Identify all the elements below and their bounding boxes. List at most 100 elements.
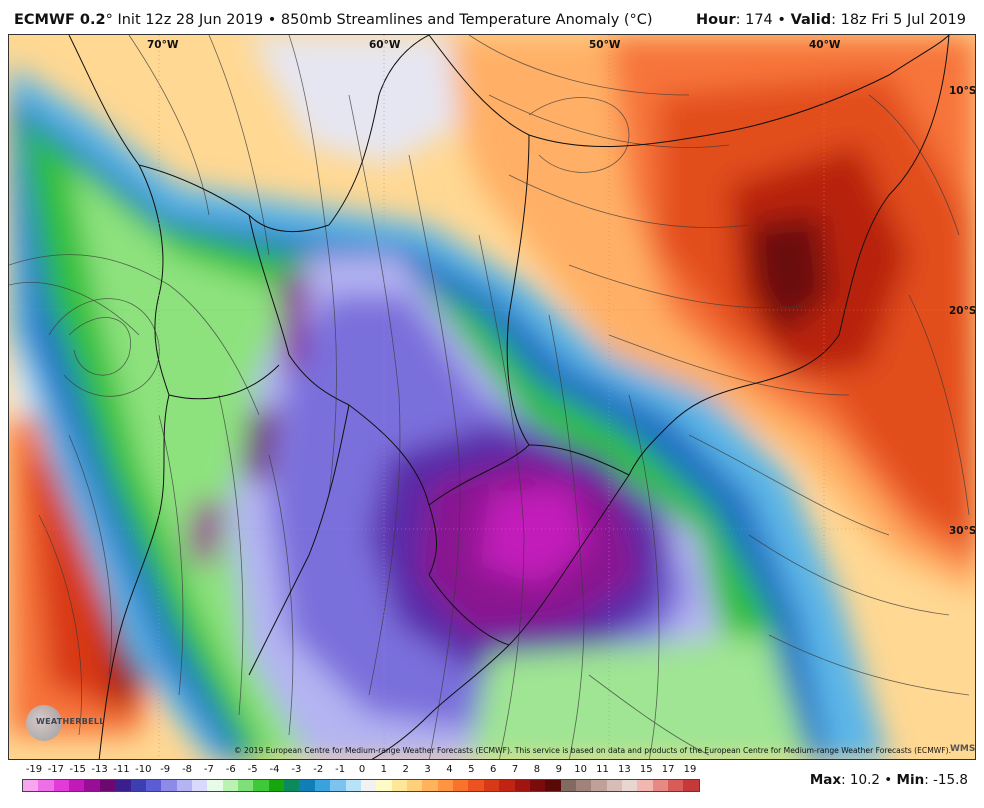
weatherbell-logo: WEATHERBELL xyxy=(22,705,105,743)
valid-value: : 18z Fri 5 Jul 2019 xyxy=(831,12,966,28)
min-value: : -15.8 xyxy=(924,772,968,788)
copyright-notice: © 2019 European Centre for Medium-range … xyxy=(234,746,951,755)
colorbar-swatch xyxy=(130,780,146,791)
colorbar-tick-label: -10 xyxy=(135,764,152,775)
max-min-readout: Max: 10.2 • Min: -15.8 xyxy=(810,772,968,788)
colorbar-swatch xyxy=(23,780,39,791)
degree-suffix: ° xyxy=(105,12,113,28)
colorbar-tick-label: 0 xyxy=(358,764,366,775)
valid-label: Valid xyxy=(790,12,832,28)
temperature-anomaly-map[interactable]: 70°W 60°W 50°W 40°W 10°S 20°S 30°S xyxy=(8,34,976,760)
colorbar-swatch xyxy=(668,780,684,791)
init-text: Init 12z 28 Jun 2019 • 850mb Streamlines… xyxy=(112,12,653,28)
wms-mark: WMS xyxy=(950,744,976,754)
colorbar-swatch xyxy=(376,780,392,791)
colorbar-swatch xyxy=(545,780,561,791)
colorbar-tick-label: 11 xyxy=(596,764,609,775)
colorbar-swatch xyxy=(453,780,469,791)
max-label: Max xyxy=(809,772,842,788)
country-borders xyxy=(68,35,950,759)
colorbar-swatch xyxy=(391,780,407,791)
colorbar-tick-label: 17 xyxy=(661,764,675,775)
graticule xyxy=(9,35,975,759)
temperature-colorbar xyxy=(22,779,700,792)
colorbar-tick-label: 1 xyxy=(380,764,388,775)
colorbar-swatch xyxy=(560,780,576,791)
colorbar-swatch xyxy=(38,780,54,791)
colorbar-tick-label: -17 xyxy=(47,764,65,775)
streamlines xyxy=(9,35,970,759)
lon-label-40w: 40°W xyxy=(809,39,841,51)
colorbar-tick-label: 10 xyxy=(574,764,588,775)
colorbar-tick-label: -13 xyxy=(91,764,108,775)
lat-label-30s: 30°S xyxy=(949,525,976,537)
colorbar-tick-label: -7 xyxy=(203,764,214,775)
colorbar-tick-label: 8 xyxy=(533,764,541,775)
colorbar-swatch xyxy=(437,780,454,791)
max-value: : 10.2 • xyxy=(841,772,897,788)
colorbar-labels: -19 -17 -15 -13 -11 -10 -9 -8 -7 -6 -5 -4 -3 -2 -1 0 1 2 3… xyxy=(22,764,700,778)
colorbar-tick-label: -8 xyxy=(182,764,193,775)
map-canvas xyxy=(9,35,975,759)
colorbar-tick-label: 15 xyxy=(639,764,653,775)
colorbar-tick-label: 13 xyxy=(618,764,631,775)
colorbar-swatch xyxy=(499,780,515,791)
logo-globe-icon xyxy=(26,705,62,741)
colorbar-swatch xyxy=(406,780,423,791)
colorbar-swatch xyxy=(514,780,530,791)
colorbar-tick-label: -19 xyxy=(25,764,43,775)
colorbar-swatch xyxy=(330,780,346,791)
colorbar-swatch xyxy=(191,780,208,791)
colorbar-tick-label: 5 xyxy=(468,764,475,775)
colorbar-swatch xyxy=(468,780,484,791)
colorbar-tick-label: 19 xyxy=(683,764,697,775)
colorbar-tick-label: -1 xyxy=(335,764,346,775)
colorbar-tick-label: -5 xyxy=(247,764,258,775)
map-title: ECMWF 0.2° Init 12z 28 Jun 2019 • 850mb … xyxy=(14,12,653,28)
min-label: Min xyxy=(896,772,925,788)
colorbar-swatch xyxy=(314,780,331,791)
colorbar-swatch xyxy=(622,780,638,791)
lat-label-10s: 10°S xyxy=(949,85,976,97)
colorbar-swatch xyxy=(360,780,377,791)
colorbar-swatch xyxy=(284,780,300,791)
lon-label-60w: 60°W xyxy=(369,39,401,51)
model-name: ECMWF 0.2 xyxy=(14,12,106,28)
colorbar-tick-label: -3 xyxy=(291,764,302,775)
valid-time: Hour: 174 • Valid: 18z Fri 5 Jul 2019 xyxy=(696,12,966,28)
hour-label: Hour xyxy=(696,12,736,28)
colorbar-swatch xyxy=(145,780,162,791)
logo-text: WEATHERBELL xyxy=(36,717,105,726)
colorbar-swatch xyxy=(53,780,70,791)
anomaly-field xyxy=(9,35,975,759)
colorbar-swatch xyxy=(268,780,285,791)
colorbar-swatch xyxy=(575,780,592,791)
lon-label-70w: 70°W xyxy=(147,39,179,51)
colorbar-swatch xyxy=(637,780,653,791)
colorbar-tick-label: 9 xyxy=(555,764,562,775)
colorbar-swatch xyxy=(299,780,315,791)
colorbar-tick-label: -2 xyxy=(313,764,324,775)
colorbar-swatch xyxy=(529,780,546,791)
colorbar-swatch xyxy=(176,780,192,791)
colorbar-swatch xyxy=(69,780,85,791)
hour-value: : 174 • xyxy=(735,12,791,28)
colorbar-swatch xyxy=(222,780,239,791)
colorbar-tick-label: -11 xyxy=(113,764,130,775)
colorbar-tick-label: 7 xyxy=(511,764,519,775)
colorbar-swatch xyxy=(161,780,177,791)
colorbar-tick-label: -9 xyxy=(160,764,171,775)
colorbar-swatch xyxy=(606,780,623,791)
colorbar-tick-label: -4 xyxy=(269,764,280,775)
lat-label-20s: 20°S xyxy=(949,305,976,317)
colorbar-swatch xyxy=(115,780,131,791)
colorbar-swatch xyxy=(253,780,269,791)
colorbar-swatch xyxy=(238,780,254,791)
colorbar-swatch xyxy=(345,780,361,791)
colorbar-swatch xyxy=(591,780,607,791)
colorbar-swatch xyxy=(483,780,500,791)
colorbar-swatch xyxy=(683,780,699,791)
colorbar-swatch xyxy=(84,780,100,791)
colorbar-tick-label: 6 xyxy=(490,764,497,775)
colorbar-swatch xyxy=(652,780,669,791)
